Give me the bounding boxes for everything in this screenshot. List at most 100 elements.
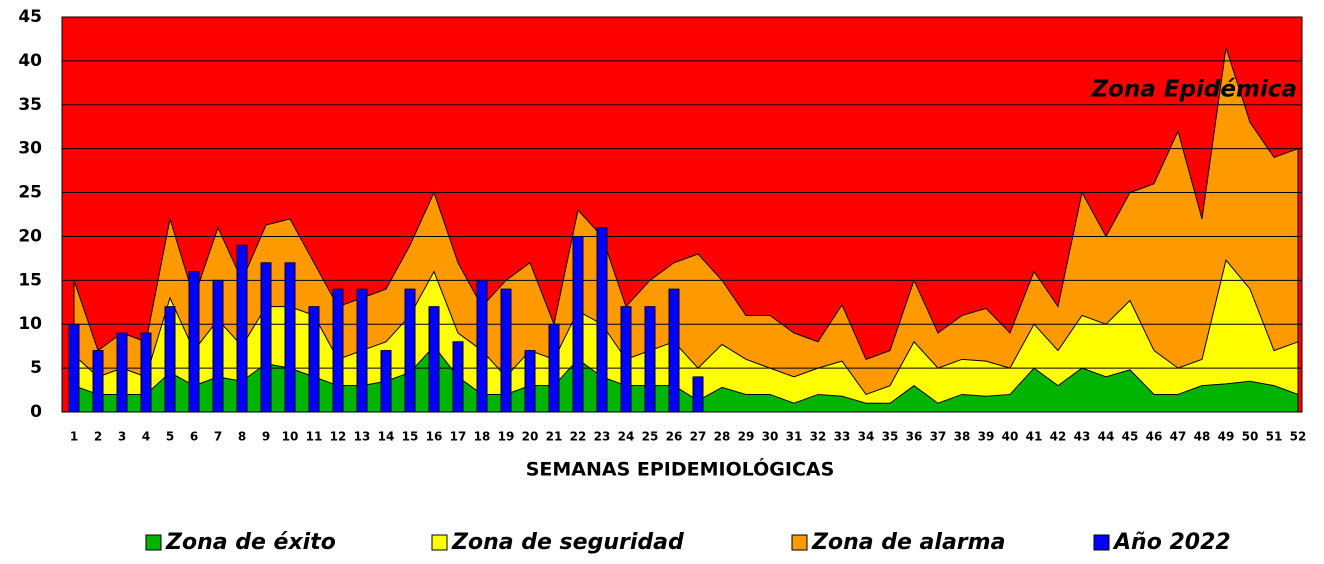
bar	[284, 262, 296, 413]
bar	[548, 323, 560, 413]
x-tick-label: 47	[1170, 430, 1187, 444]
x-tick-label: 34	[858, 430, 875, 444]
x-tick-label: 13	[354, 430, 371, 444]
x-tick-label: 17	[450, 430, 467, 444]
x-tick-label: 20	[522, 430, 539, 444]
y-tick-label: 5	[30, 358, 42, 378]
bar	[332, 288, 344, 413]
x-tick-label: 11	[306, 430, 323, 444]
bar	[380, 350, 392, 413]
x-tick-label: 4	[142, 430, 150, 444]
bar	[212, 279, 224, 413]
bar	[116, 332, 128, 413]
x-tick-label: 5	[166, 430, 174, 444]
bar	[500, 288, 512, 413]
x-tick-label: 48	[1194, 430, 1211, 444]
y-tick-label: 40	[18, 51, 42, 71]
bar	[452, 341, 464, 413]
x-tick-label: 29	[738, 430, 755, 444]
legend-label: Zona de alarma	[811, 530, 1005, 555]
x-tick-label: 3	[118, 430, 126, 444]
x-tick-label: 43	[1074, 430, 1091, 444]
y-tick-label: 0	[30, 402, 42, 422]
x-tick-label: 28	[714, 430, 731, 444]
bar	[404, 288, 416, 413]
bar	[668, 288, 680, 413]
x-tick-label: 50	[1242, 430, 1259, 444]
x-tick-label: 10	[282, 430, 299, 444]
x-tick-label: 42	[1050, 430, 1067, 444]
bar	[524, 350, 536, 413]
x-tick-label: 41	[1026, 430, 1043, 444]
x-tick-label: 31	[786, 430, 803, 444]
plot-border	[61, 16, 1303, 413]
y-tick-label: 35	[18, 95, 42, 115]
x-tick-label: 35	[882, 430, 899, 444]
x-tick-label: 40	[1002, 430, 1019, 444]
legend-swatch	[1093, 534, 1110, 551]
x-tick-label: 52	[1290, 430, 1307, 444]
x-tick-label: 46	[1146, 430, 1163, 444]
x-tick-label: 12	[330, 430, 347, 444]
bar	[644, 306, 656, 413]
x-tick-label: 51	[1266, 430, 1283, 444]
legend-swatch	[791, 534, 808, 551]
x-tick-label: 21	[546, 430, 563, 444]
x-tick-label: 23	[594, 430, 611, 444]
x-tick-label: 30	[762, 430, 779, 444]
y-tick-label: 15	[18, 270, 42, 290]
bar	[692, 376, 704, 413]
bar	[620, 306, 632, 413]
y-tick-label: 25	[18, 183, 42, 203]
x-tick-label: 6	[190, 430, 198, 444]
bar	[68, 323, 80, 413]
x-tick-label: 39	[978, 430, 995, 444]
legend-label: Zona de éxito	[165, 530, 336, 555]
y-tick-label: 45	[18, 7, 42, 27]
x-tick-label: 37	[930, 430, 947, 444]
x-axis-label: SEMANAS EPIDEMIOLÓGICAS	[526, 457, 835, 481]
legend-swatch	[145, 534, 162, 551]
x-tick-label: 18	[474, 430, 491, 444]
x-tick-label: 36	[906, 430, 923, 444]
bar	[596, 227, 608, 413]
x-tick-label: 32	[810, 430, 827, 444]
x-tick-label: 8	[238, 430, 246, 444]
y-tick-label: 20	[18, 226, 42, 246]
x-tick-label: 49	[1218, 430, 1235, 444]
x-tick-label: 27	[690, 430, 707, 444]
legend-label: Año 2022	[1112, 530, 1231, 555]
legend-label: Zona de seguridad	[451, 530, 684, 555]
x-tick-label: 44	[1098, 430, 1115, 444]
bar	[572, 235, 584, 413]
y-tick-label: 10	[18, 314, 42, 334]
x-tick-label: 22	[570, 430, 587, 444]
bar	[140, 332, 152, 413]
bar	[236, 244, 248, 413]
bar	[308, 306, 320, 413]
x-tick-label: 15	[402, 430, 419, 444]
x-tick-label: 19	[498, 430, 515, 444]
x-tick-label: 33	[834, 430, 851, 444]
bar	[164, 306, 176, 413]
x-tick-label: 24	[618, 430, 635, 444]
legend-swatch	[431, 534, 448, 551]
bar	[188, 271, 200, 413]
bar	[92, 350, 104, 413]
x-tick-label: 2	[94, 430, 102, 444]
bar	[428, 306, 440, 413]
x-tick-label: 9	[262, 430, 270, 444]
x-tick-label: 1	[70, 430, 78, 444]
bar	[476, 279, 488, 413]
annotation: Zona Epidémica	[1090, 77, 1297, 103]
x-tick-label: 45	[1122, 430, 1139, 444]
x-tick-label: 14	[378, 430, 395, 444]
x-tick-label: 16	[426, 430, 443, 444]
y-tick-label: 30	[18, 139, 42, 159]
bar	[356, 288, 368, 413]
bar	[260, 262, 272, 413]
x-tick-label: 26	[666, 430, 683, 444]
x-tick-label: 25	[642, 430, 659, 444]
x-tick-label: 38	[954, 430, 971, 444]
